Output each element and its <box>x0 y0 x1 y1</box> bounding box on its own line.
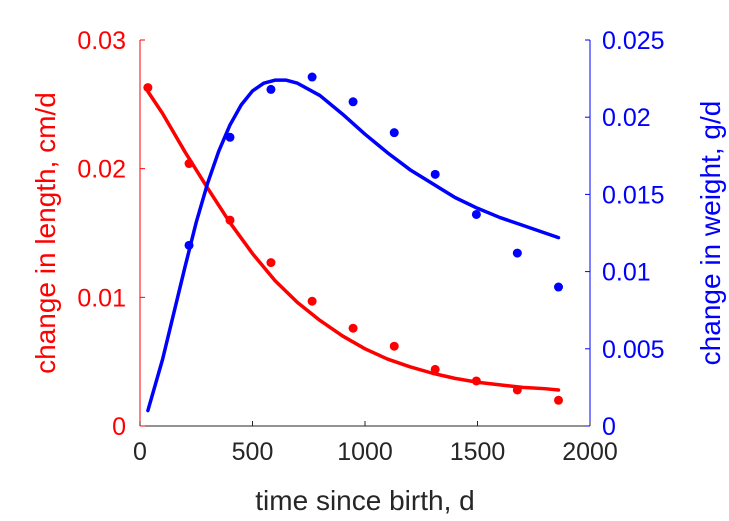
right-y-axis-title: change in weight, g/d <box>695 101 726 366</box>
weight-data-point <box>471 209 481 219</box>
weight-data-point <box>225 132 235 142</box>
weight-data-point <box>184 240 194 250</box>
left-y-tick-label: 0 <box>112 413 126 441</box>
left-y-axis-ticks: 0 0.01 0.02 0.03 <box>77 27 145 441</box>
right-y-tick-label: 0.005 <box>602 336 665 364</box>
right-y-axis-ticks: 0 0.005 0.01 0.015 0.02 0.025 <box>585 27 665 441</box>
length-data-point <box>512 385 522 395</box>
length-data-point <box>348 323 358 333</box>
right-y-tick-label: 0.025 <box>602 27 665 55</box>
length-data-point <box>225 215 235 225</box>
weight-data-point <box>266 84 276 94</box>
length-data-point <box>389 341 399 351</box>
axes <box>139 40 591 427</box>
x-tick-label: 1500 <box>450 438 506 466</box>
length-data-point <box>143 83 153 93</box>
length-data-point <box>184 159 194 169</box>
length-data-point <box>307 296 317 306</box>
length-data-point <box>554 395 563 405</box>
weight-fit-curve <box>146 78 561 413</box>
weight-data-point <box>307 72 317 82</box>
left-y-tick-label: 0.01 <box>77 284 126 312</box>
length-data-point <box>266 258 276 268</box>
weight-data-point <box>389 128 399 138</box>
length-data-point <box>471 376 481 386</box>
x-axis-ticks: 0 500 1000 1500 2000 <box>133 421 618 466</box>
x-tick-label: 2000 <box>562 438 618 466</box>
weight-data-point <box>512 248 522 258</box>
x-axis-title: time since birth, d <box>255 485 474 516</box>
x-tick-label: 500 <box>232 438 274 466</box>
right-y-tick-label: 0.01 <box>602 259 651 287</box>
right-y-tick-label: 0.015 <box>602 181 665 209</box>
right-y-tick-label: 0 <box>602 413 616 441</box>
x-tick-label: 1000 <box>337 438 393 466</box>
weight-data-point <box>430 169 440 179</box>
length-data-point <box>430 364 440 374</box>
weight-data-point <box>348 97 358 107</box>
x-tick-label: 0 <box>133 438 147 466</box>
length-fit-curve <box>146 89 561 392</box>
left-y-axis-title: change in length, cm/d <box>30 92 61 374</box>
left-y-tick-label: 0.03 <box>77 27 126 55</box>
weight-data-point <box>554 282 563 292</box>
right-y-tick-label: 0.02 <box>602 104 651 132</box>
series-layer <box>143 72 563 413</box>
left-y-tick-label: 0.02 <box>77 156 126 184</box>
